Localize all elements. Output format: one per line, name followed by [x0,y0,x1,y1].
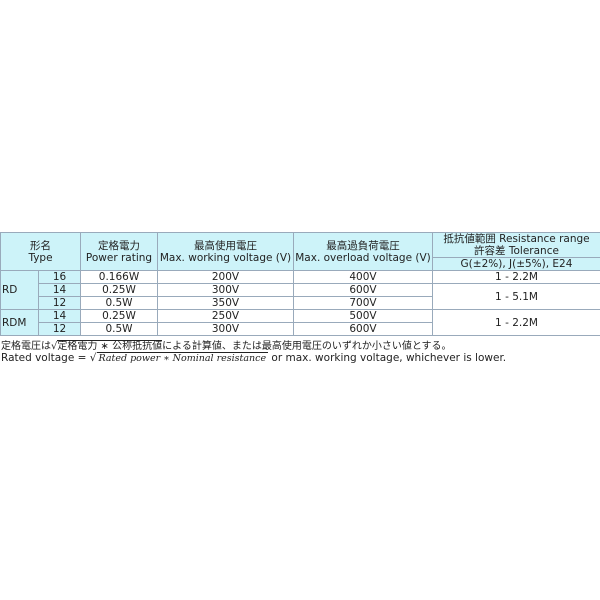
overload-cell: 500V [293,309,433,323]
table-row: RD 16 0.166W 200V 400V 1 - 2.2M [0,270,600,310]
header-type: 形名 Type [0,232,81,271]
power-cell: 0.5W [80,322,158,336]
range-cell: 1 - 2.2M [432,270,600,284]
table-row: RDM 14 0.25W 250V 500V 1 - 2.2M [0,309,600,336]
size-cell: 12 [38,322,81,336]
size-cell: 14 [38,309,81,323]
header-working-voltage: 最高使用電圧 Max. working voltage (V) [157,232,294,271]
working-cell: 300V [157,283,294,297]
power-cell: 0.25W [80,283,158,297]
overload-cell: 400V [293,270,433,284]
table-row: 12 0.5W 350V 700V [1,296,600,310]
type-rdm: RDM [0,309,39,336]
overload-cell: 600V [293,322,433,336]
power-cell: 0.5W [80,296,158,310]
note-japanese: 定格電圧は√定格電力 ∗ 公称抵抗値による計算値、または最高使用電圧のいずれか小… [1,340,452,352]
working-cell: 250V [157,309,294,323]
type-rd: RD [0,270,39,310]
note-english: Rated voltage = √ Rated power ∗ Nominal r… [1,352,507,364]
header-tolerance: 許容差 Tolerance [432,245,600,258]
size-cell: 14 [38,283,81,297]
working-cell: 300V [157,322,294,336]
working-cell: 200V [157,270,294,284]
size-cell: 16 [38,270,81,284]
header-power: 定格電力 Power rating [80,232,158,271]
working-cell: 350V [157,296,294,310]
table-row: 14 0.25W 300V 600V 1 - 5.1M [1,283,600,310]
range-cell: 1 - 5.1M [432,283,600,310]
power-cell: 0.25W [80,309,158,323]
header-resistance: 抵抗値範囲 Resistance range [432,232,600,245]
header-tolerance-values: G(±2%), J(±5%), E24 [432,257,600,271]
table-row: 12 0.5W 300V 600V [1,322,600,336]
power-cell: 0.166W [80,270,158,284]
spec-table: 形名 Type 定格電力 Power rating 最高使用電圧 Max. worki… [0,232,600,336]
range-cell: 1 - 2.2M [432,309,600,336]
size-cell: 12 [38,296,81,310]
overload-cell: 700V [293,296,433,310]
header-overload-voltage: 最高過負荷電圧 Max. overload voltage (V) [293,232,433,271]
overload-cell: 600V [293,283,433,297]
